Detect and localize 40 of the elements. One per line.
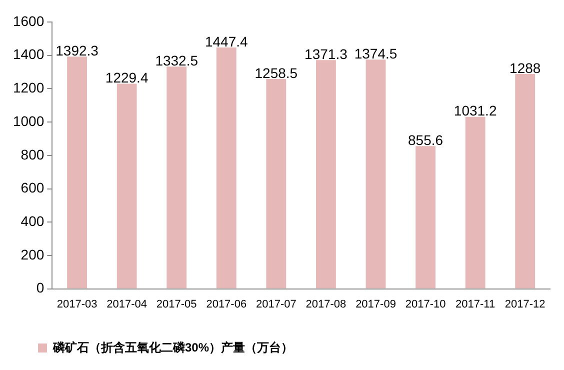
y-tick-label: 1600 [12, 12, 44, 29]
data-label: 1332.5 [155, 52, 198, 68]
x-tick-label: 2017-12 [504, 298, 546, 310]
y-tick-label: 0 [36, 280, 44, 296]
data-label: 1031.2 [454, 102, 497, 119]
data-label: 1392.3 [56, 42, 99, 58]
data-label: 1447.4 [204, 33, 248, 50]
x-tick-label: 2017-06 [206, 298, 247, 310]
x-tick-label: 2017-07 [256, 298, 296, 310]
bar [465, 116, 486, 288]
bar [366, 60, 386, 288]
x-tick-label: 2017-03 [56, 298, 98, 310]
legend-label: 磷矿石（折含五氧化二磷30%）产量（万台） [52, 340, 294, 354]
x-tick-label: 2017-04 [106, 298, 148, 310]
bar [266, 78, 286, 288]
x-tick-label: 2017-05 [156, 298, 197, 310]
bar [166, 66, 187, 288]
data-label: 1258.5 [254, 64, 298, 81]
y-tick-label: 600 [20, 180, 44, 196]
y-tick-label: 1000 [12, 112, 44, 129]
bar [116, 84, 137, 288]
y-tick-label: 1200 [12, 80, 44, 96]
bar [316, 60, 336, 288]
bar [67, 56, 87, 288]
y-tick-label: 200 [20, 246, 44, 262]
y-tick-label: 1400 [12, 46, 44, 62]
data-label: 1288 [510, 60, 541, 76]
bar [515, 74, 536, 288]
data-label: 1371.3 [304, 46, 348, 62]
data-label: 855.6 [408, 132, 444, 148]
bar [416, 146, 436, 288]
y-tick-label: 400 [20, 212, 44, 229]
y-tick-label: 800 [20, 146, 44, 162]
x-tick-label: 2017-08 [306, 298, 346, 310]
x-tick-label: 2017-11 [456, 298, 496, 310]
data-label: 1374.5 [354, 45, 398, 62]
bar [216, 47, 236, 288]
x-tick-label: 2017-09 [356, 298, 396, 310]
x-tick-label: 2017-10 [405, 298, 446, 310]
data-label: 1229.4 [105, 70, 148, 86]
